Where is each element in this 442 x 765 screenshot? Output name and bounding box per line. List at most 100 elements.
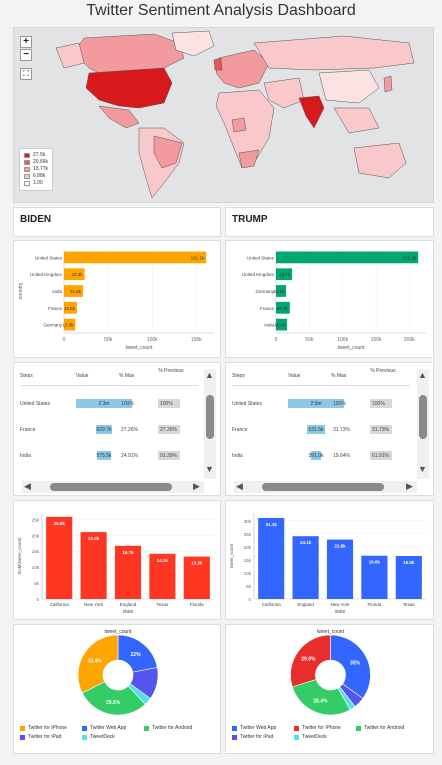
scroll-left-icon[interactable]: ◀ (236, 481, 243, 491)
trump-table-col-header[interactable]: Value (288, 373, 301, 379)
biden-country-value-label: 23.3k (72, 272, 84, 277)
trump-pie-legend-item[interactable]: TweetDeck (294, 734, 327, 740)
trump-country-value-label: 213.3k (403, 255, 417, 260)
biden-funnel-table-panel: Steps Value % Max % Previous United States 2.… (13, 362, 221, 496)
biden-pie-legend-label: Twitter for iPad (28, 734, 62, 740)
trump-country-y-tick: India (264, 323, 274, 328)
trump-state-bar (258, 517, 285, 599)
biden-country-y-tick: United Kingdom (30, 272, 62, 277)
trump-table-row-pct-max: 31.73% (333, 427, 350, 433)
world-map-canvas[interactable] (14, 28, 434, 203)
biden-pie-slice (77, 634, 119, 694)
map-country-uk (213, 57, 223, 71)
biden-header: BIDEN (20, 214, 52, 225)
trump-country-y-tick: United Kingdom (242, 272, 274, 277)
biden-table-col-header[interactable]: Value (76, 373, 89, 379)
trump-table-row-value: 631.5k (308, 427, 324, 433)
trump-table-vscroll[interactable]: ▲ ▼ (417, 369, 429, 479)
trump-table-hscroll[interactable]: ◀ ▶ (234, 481, 417, 493)
trump-source-pie-panel: tweet_count 35% 28.4% 29.8% Twitter Web App… (225, 624, 434, 754)
biden-country-x-label: tweet_count (126, 345, 154, 351)
trump-table-col-header[interactable]: % Max (331, 373, 347, 379)
biden-country-y-tick: United States (35, 255, 63, 260)
biden-pie-title: tweet_count (105, 629, 133, 635)
trump-country-bar (276, 251, 419, 264)
biden-country-value-label: 21.5k (70, 289, 82, 294)
biden-header-panel: BIDEN (13, 207, 221, 237)
zoom-out-button[interactable]: − (20, 49, 32, 61)
map-country-alaska (55, 42, 85, 69)
trump-state-chart-panel: 0 5k 10k 15k 20k 25k 30k 31.1k California 24.1k En… (225, 500, 434, 620)
map-country-nigeria (231, 117, 247, 133)
scroll-up-icon[interactable]: ▲ (205, 370, 214, 380)
trump-country-bar (276, 268, 293, 281)
trump-country-x-tick: 50k (305, 337, 314, 343)
trump-table-col-header[interactable]: Steps (232, 373, 245, 379)
biden-pie-legend-swatch (82, 734, 87, 740)
scroll-right-icon[interactable]: ▶ (406, 481, 413, 491)
trump-table-pct-prev-bar (370, 399, 392, 408)
biden-table-col-header[interactable]: Steps (20, 373, 33, 379)
biden-pie-legend-item[interactable]: TweetDeck (82, 734, 115, 740)
scroll-left-icon[interactable]: ◀ (24, 481, 31, 491)
trump-pie-legend-label: TweetDeck (302, 734, 327, 740)
trump-pie-legend-item[interactable]: Twitter Web App (232, 725, 276, 731)
trump-table-col-header[interactable]: % Previous (370, 368, 396, 374)
world-map[interactable]: + − ⛶ 27.5k 20.66k 13.77k 6.88k 1.00 (13, 27, 434, 203)
trump-pie-legend-item[interactable]: Twitter for iPhone (294, 725, 341, 731)
biden-state-bar (114, 545, 142, 599)
trump-table-pct-prev-bar (370, 425, 392, 434)
biden-table-vscroll[interactable]: ▲ ▼ (204, 369, 216, 479)
biden-state-x-tick: New York (84, 602, 104, 607)
trump-table-vscroll-thumb[interactable] (419, 395, 427, 439)
biden-state-x-tick: England (120, 602, 137, 607)
trump-state-value-label: 16.5k (403, 560, 415, 565)
scroll-right-icon[interactable]: ▶ (193, 481, 200, 491)
biden-table-col-header[interactable]: % Previous (158, 368, 184, 374)
trump-state-x-tick: Florida (368, 602, 382, 607)
biden-table-col-header[interactable]: % Max (119, 373, 135, 379)
map-legend: 27.5k 20.66k 13.77k 6.88k 1.00 (19, 148, 54, 191)
biden-table-row-pct-max: 100% (121, 401, 134, 407)
biden-pie-slice (81, 681, 146, 716)
biden-pie-legend-item[interactable]: Twitter for iPhone (20, 725, 67, 731)
biden-pie-slice-label: 32.4% (88, 659, 103, 665)
trump-pie-legend-item[interactable]: Twitter for Android (356, 725, 404, 731)
map-country-australia (353, 142, 407, 179)
trump-funnel-table-panel: Steps Value % Max % Previous United States 2.… (225, 362, 434, 496)
trump-pie-slice-label: 28.4% (313, 699, 328, 705)
scroll-down-icon[interactable]: ▼ (205, 464, 214, 474)
biden-table-vscroll-thumb[interactable] (206, 395, 214, 439)
trump-state-y-tick: 20k (244, 545, 252, 550)
biden-table-row-value: 575.5k (96, 453, 112, 459)
biden-table-hscroll-thumb[interactable] (50, 483, 172, 491)
map-legend-label: 27.5k (33, 152, 46, 158)
trump-table-hscroll-thumb[interactable] (262, 483, 384, 491)
biden-country-chart: 0 50k 100k 150k United States 161.1k United Ki… (18, 249, 214, 351)
zoom-in-button[interactable]: + (20, 36, 32, 48)
scroll-down-icon[interactable]: ▼ (418, 464, 427, 474)
trump-table-row-pct-prev: 31.73% (372, 427, 389, 433)
biden-pie-legend-item[interactable]: Twitter for iPad (20, 734, 61, 740)
trump-table-row-value: 391.0k (308, 453, 324, 459)
biden-table-hscroll[interactable]: ◀ ▶ (22, 481, 204, 493)
trump-pie-legend-swatch (294, 734, 299, 740)
biden-country-x-tick: 100k (147, 337, 158, 343)
biden-pie-legend-item[interactable]: Twitter for Android (144, 725, 192, 731)
biden-table-row-value: 2.3m (98, 401, 110, 407)
biden-state-bar (183, 556, 210, 599)
biden-pie-slice-label: 29.5% (106, 700, 121, 706)
trump-state-value-label: 22.8k (334, 544, 346, 549)
biden-state-y-label: SUM(tweet_count) (17, 537, 22, 575)
page-title: Twitter Sentiment Analysis Dashboard (86, 2, 356, 19)
biden-country-value-label: 161.1k (191, 255, 205, 260)
fullscreen-button[interactable]: ⛶ (20, 68, 32, 80)
biden-pie-legend-swatch (144, 725, 149, 731)
map-legend-item: 1.00 (24, 180, 48, 187)
trump-pie-legend-item[interactable]: Twitter for iPad (232, 734, 273, 740)
trump-table-row-pct-prev: 61.91% (372, 453, 389, 459)
scroll-up-icon[interactable]: ▲ (418, 370, 427, 380)
biden-state-bar (80, 532, 107, 599)
biden-country-x-tick: 0 (63, 337, 66, 343)
biden-pie-legend-item[interactable]: Twitter Web App (82, 725, 126, 731)
